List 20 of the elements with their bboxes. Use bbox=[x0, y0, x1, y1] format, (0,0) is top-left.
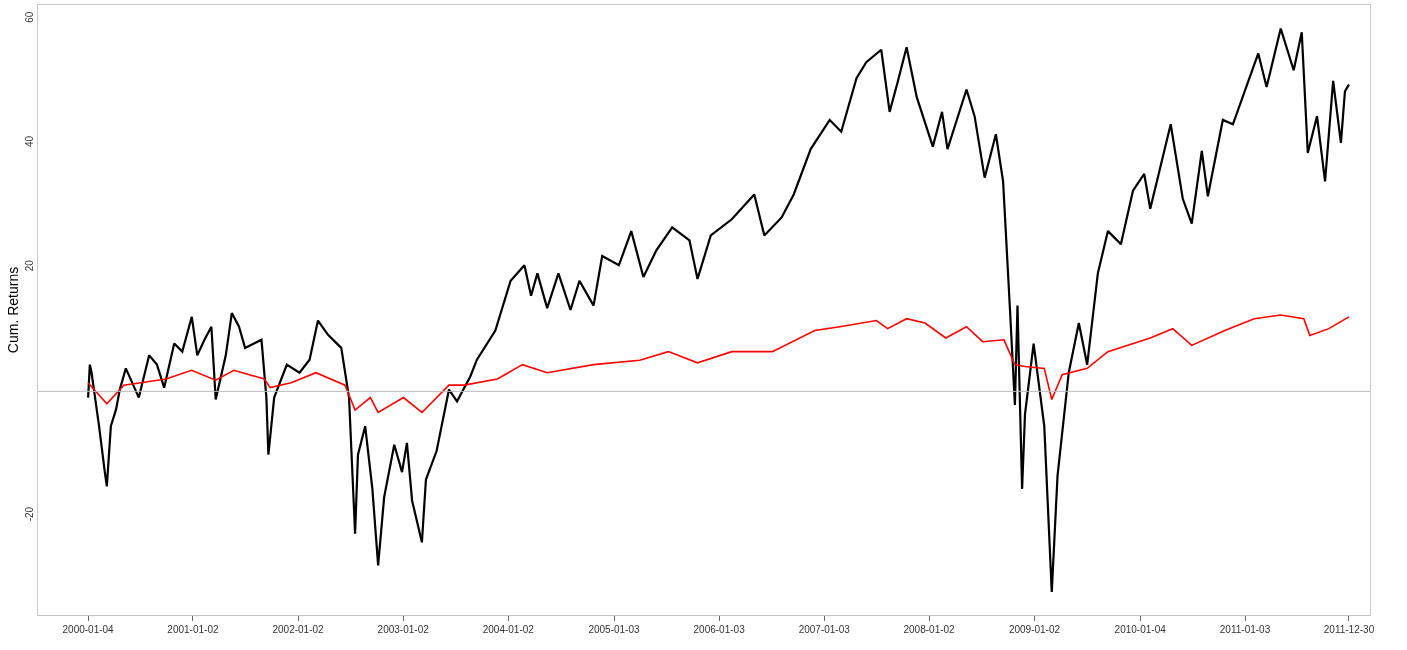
x-tick-label: 2003-01-02 bbox=[377, 624, 430, 635]
y-tick-label: 60 bbox=[24, 11, 35, 23]
y-axis-title: Cum. Returns bbox=[4, 266, 21, 354]
y-tick-label: -20 bbox=[24, 506, 35, 522]
x-tick-label: 2009-01-02 bbox=[1008, 624, 1061, 635]
x-tick-label: 2011-01-03 bbox=[1219, 624, 1271, 635]
line-series bbox=[87, 27, 1351, 594]
x-tick-label: 2010-01-04 bbox=[1114, 624, 1167, 635]
x-tick-label: 2005-01-03 bbox=[588, 624, 641, 635]
x-tick-label: 2006-01-03 bbox=[693, 624, 746, 635]
x-tick-label: 2007-01-03 bbox=[798, 624, 851, 635]
x-tick-label: 2001-01-02 bbox=[167, 624, 219, 635]
x-tick-label: 2004-01-02 bbox=[482, 624, 535, 635]
x-tick-label: 2002-01-02 bbox=[272, 624, 325, 635]
line-series bbox=[87, 314, 1350, 414]
x-tick-label: 2000-01-04 bbox=[62, 624, 115, 635]
x-tick-label: 2008-01-02 bbox=[903, 624, 956, 635]
y-tick-label: 40 bbox=[24, 135, 35, 147]
x-tick-label: 2011-12-30 bbox=[1323, 624, 1375, 635]
y-tick-label: 20 bbox=[24, 259, 35, 272]
